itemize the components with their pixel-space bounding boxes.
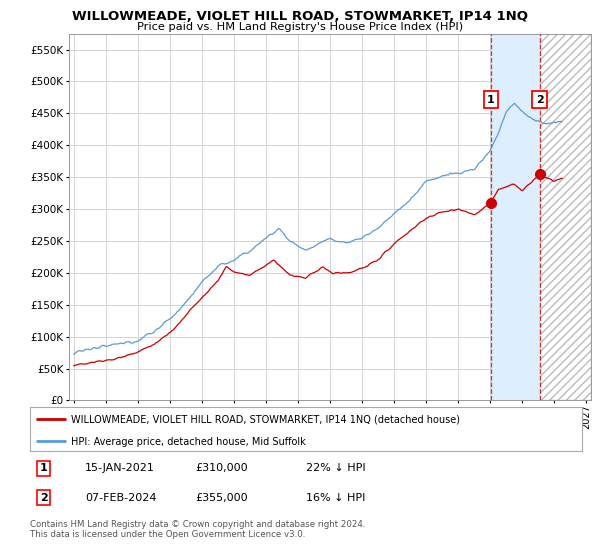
Text: 1: 1 bbox=[40, 463, 47, 473]
Text: 1: 1 bbox=[487, 95, 494, 105]
Text: 22% ↓ HPI: 22% ↓ HPI bbox=[306, 463, 365, 473]
Text: WILLOWMEADE, VIOLET HILL ROAD, STOWMARKET, IP14 1NQ: WILLOWMEADE, VIOLET HILL ROAD, STOWMARKE… bbox=[72, 10, 528, 23]
Text: 16% ↓ HPI: 16% ↓ HPI bbox=[306, 493, 365, 503]
Text: 2: 2 bbox=[536, 95, 544, 105]
Text: 07-FEB-2024: 07-FEB-2024 bbox=[85, 493, 157, 503]
Bar bbox=[539, 34, 591, 400]
Text: 15-JAN-2021: 15-JAN-2021 bbox=[85, 463, 155, 473]
Bar bbox=[491, 34, 539, 400]
Text: WILLOWMEADE, VIOLET HILL ROAD, STOWMARKET, IP14 1NQ (detached house): WILLOWMEADE, VIOLET HILL ROAD, STOWMARKE… bbox=[71, 415, 460, 425]
Text: Contains HM Land Registry data © Crown copyright and database right 2024.
This d: Contains HM Land Registry data © Crown c… bbox=[30, 520, 365, 539]
Text: £355,000: £355,000 bbox=[196, 493, 248, 503]
Text: 2: 2 bbox=[40, 493, 47, 503]
Text: HPI: Average price, detached house, Mid Suffolk: HPI: Average price, detached house, Mid … bbox=[71, 437, 306, 447]
Text: Price paid vs. HM Land Registry's House Price Index (HPI): Price paid vs. HM Land Registry's House … bbox=[137, 22, 463, 32]
Text: £310,000: £310,000 bbox=[196, 463, 248, 473]
Bar bbox=[539, 34, 591, 400]
